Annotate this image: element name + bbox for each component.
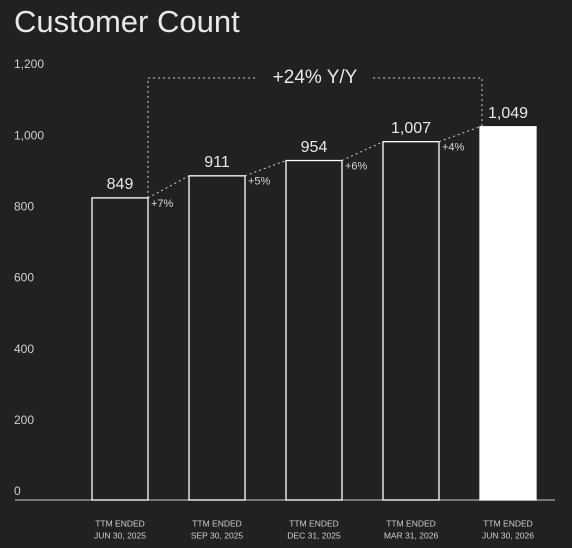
x-tick-label: JUN 30, 2026: [482, 530, 534, 540]
chart-title: Customer Count: [14, 4, 240, 39]
x-tick-label: MAR 31, 2026: [384, 530, 439, 540]
y-tick-label: 400: [14, 342, 34, 356]
value-label: 1,049: [488, 105, 528, 122]
growth-label: +5%: [248, 176, 271, 188]
y-tick-label: 800: [14, 200, 34, 214]
x-tick-label: DEC 31, 2025: [287, 530, 341, 540]
value-label: 1,007: [391, 120, 431, 137]
y-tick-label: 200: [14, 413, 34, 427]
y-tick-label: 1,000: [14, 128, 44, 142]
total-growth-label: +24% Y/Y: [273, 67, 358, 88]
value-label: 911: [204, 154, 230, 171]
x-tick-label: JUN 30, 2025: [94, 530, 146, 540]
bar: [91, 197, 149, 501]
bar: [188, 175, 246, 501]
bar: [479, 126, 537, 501]
y-tick-label: 0: [14, 484, 21, 498]
growth-label: +7%: [151, 198, 174, 210]
x-tick-label: TTM ENDED: [192, 518, 242, 528]
growth-label: +4%: [442, 142, 465, 154]
bar: [285, 159, 343, 501]
growth-connector: [438, 126, 481, 143]
value-label: 954: [301, 139, 328, 156]
x-tick-label: TTM ENDED: [483, 518, 533, 528]
y-tick-label: 600: [14, 271, 34, 285]
bar: [382, 141, 440, 501]
x-tick-label: TTM ENDED: [95, 518, 145, 528]
growth-label: +6%: [345, 160, 368, 172]
total-growth-label-bg: [257, 66, 373, 90]
x-tick-label: SEP 30, 2025: [191, 530, 244, 540]
value-label: 849: [107, 176, 134, 193]
y-tick-label: 1,200: [14, 57, 44, 71]
x-tick-label: TTM ENDED: [386, 518, 436, 528]
growth-connector: [244, 160, 287, 177]
x-tick-label: TTM ENDED: [289, 518, 339, 528]
